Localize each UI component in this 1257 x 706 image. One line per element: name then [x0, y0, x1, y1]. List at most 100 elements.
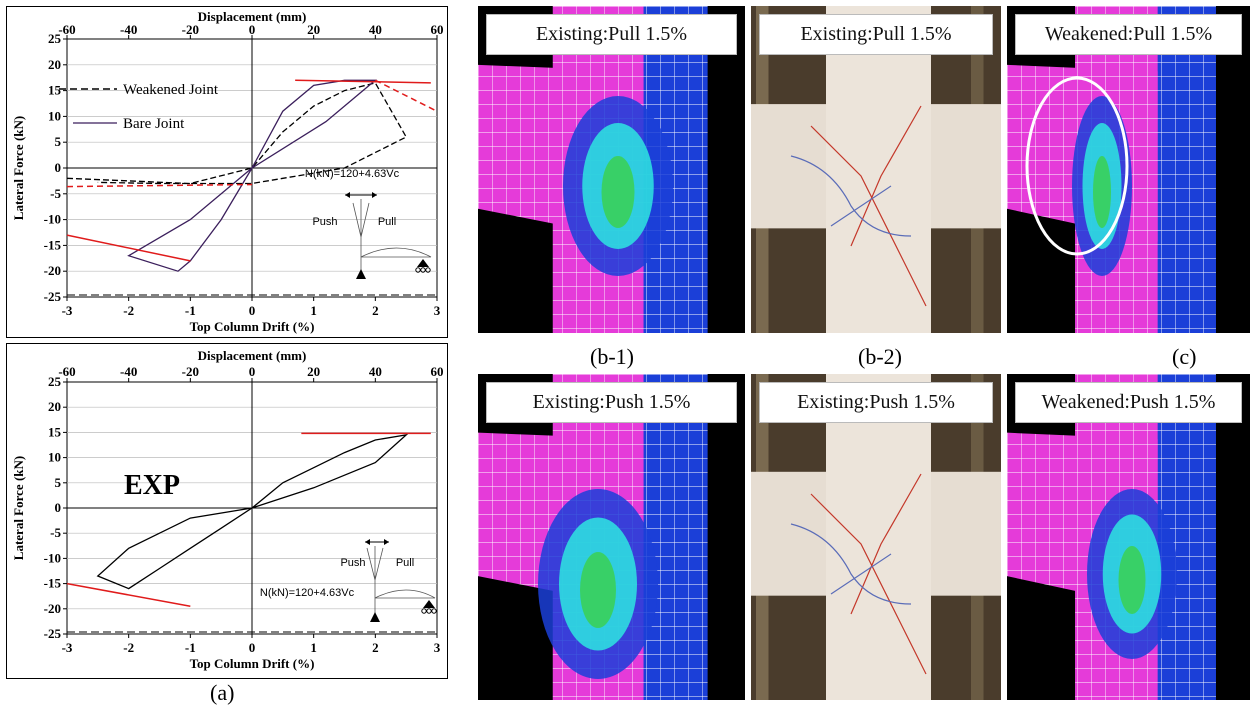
top-hysteresis-chart: Displacement (mm) -60 -40 -20 0 20 40 60 25 20 15 1… — [6, 6, 448, 338]
roller — [415, 267, 421, 273]
caption-a: (a) — [210, 680, 235, 705]
y-tick-label: -20 — [44, 601, 61, 616]
top-tick-label: 40 — [369, 22, 382, 37]
x-tick-label: 3 — [434, 640, 441, 655]
x-tick-label: 1 — [310, 640, 317, 655]
top-tick-label: 60 — [431, 22, 444, 37]
arrowheads — [365, 539, 389, 545]
damage-contour — [538, 489, 658, 679]
top-tick-label: 20 — [307, 22, 320, 37]
joint-sketch — [352, 199, 432, 277]
roller-support — [423, 600, 435, 608]
top-axis-title: Displacement (mm) — [198, 9, 307, 24]
photo-existing-push-specimen: Existing:Push 1.5% — [751, 374, 1001, 700]
red-envelope-line — [295, 79, 431, 84]
column — [826, 6, 931, 333]
axial-load-annotation: N(kN)=120+4.63Vc — [260, 587, 355, 599]
y-tick-label: 5 — [55, 475, 62, 490]
top-tick-label: 20 — [307, 364, 320, 379]
column-side — [1147, 6, 1216, 333]
y-tick-label: -10 — [44, 212, 61, 227]
column — [826, 374, 931, 700]
y-tick-label: 25 — [48, 31, 62, 46]
y-axis-title: Lateral Force (kN) — [11, 116, 26, 220]
y-tick-label: 5 — [55, 134, 62, 149]
x-tick-label: 3 — [434, 303, 441, 318]
series-line — [96, 433, 409, 590]
red-envelope-line — [374, 79, 438, 112]
top-tick-label: 40 — [369, 364, 382, 379]
x-tick-label: 0 — [249, 303, 256, 318]
push-label: Push — [340, 557, 365, 569]
roller — [426, 608, 432, 614]
y-tick-label: -15 — [44, 576, 62, 591]
x-tick-label: 0 — [249, 640, 256, 655]
bottom-chart-svg: Displacement (mm)-60 -40 -20 0 20 40 602520151… — [11, 348, 444, 671]
joint-sketch — [366, 546, 436, 622]
photo-weakened-push-fem: Weakened:Push 1.5% — [1007, 374, 1250, 700]
y-axis-title: Lateral Force (kN) — [11, 456, 26, 560]
roller — [421, 608, 427, 614]
y-tick-label: 20 — [48, 399, 61, 414]
x-tick-label: -2 — [123, 640, 134, 655]
roller — [431, 608, 437, 614]
roller — [420, 267, 426, 273]
series-line — [66, 82, 408, 185]
exp-label: EXP — [124, 470, 180, 501]
legend-label-weakened: Weakened Joint — [123, 82, 219, 98]
fem-contour-image — [478, 374, 745, 700]
y-tick-label: 0 — [55, 500, 62, 515]
x-axis-title: Top Column Drift (%) — [190, 656, 315, 671]
y-tick-label: -25 — [44, 626, 62, 641]
photo-label: Existing:Push 1.5% — [759, 382, 993, 423]
y-tick-label: 25 — [48, 374, 62, 389]
photo-label: Existing:Pull 1.5% — [759, 14, 993, 55]
specimen-photo — [751, 6, 1001, 333]
x-tick-label: -3 — [62, 640, 73, 655]
y-tick-label: -15 — [44, 237, 62, 252]
photo-label: Existing:Push 1.5% — [486, 382, 737, 423]
top-tick-label: -40 — [120, 364, 137, 379]
y-tick-label: -10 — [44, 550, 61, 565]
bottom-hysteresis-chart: Displacement (mm) -60 -40 -20 0 20 40 60 25 20 15 1… — [6, 343, 448, 679]
y-tick-label: 15 — [48, 424, 62, 439]
top-tick-label: 0 — [249, 22, 256, 37]
top-tick-label: -20 — [182, 364, 199, 379]
pull-label: Pull — [378, 216, 396, 228]
crack-pattern — [790, 105, 927, 307]
pull-label: Pull — [396, 557, 414, 569]
x-tick-label: 1 — [310, 303, 317, 318]
red-envelope-line — [66, 234, 191, 262]
crack-pattern — [790, 473, 927, 675]
pin-support — [356, 269, 366, 279]
photo-label: Weakened:Pull 1.5% — [1015, 14, 1242, 55]
photo-label: Weakened:Push 1.5% — [1015, 382, 1242, 423]
x-axis-title: Top Column Drift (%) — [190, 319, 315, 334]
photo-existing-pull-fem: Existing:Pull 1.5% — [478, 6, 745, 333]
damage-contour — [1072, 96, 1132, 276]
fem-contour-image — [478, 6, 745, 333]
x-tick-label: -3 — [62, 303, 73, 318]
y-tick-label: -5 — [50, 525, 61, 540]
y-tick-label: 15 — [48, 83, 62, 98]
red-envelope-line — [66, 582, 191, 608]
y-tick-label: -20 — [44, 263, 61, 278]
photo-existing-push-fem: Existing:Push 1.5% — [478, 374, 745, 700]
photo-existing-pull-specimen: Existing:Pull 1.5% — [751, 6, 1001, 333]
top-tick-label: 60 — [431, 364, 444, 379]
roller-support — [417, 259, 429, 267]
top-tick-label: -40 — [120, 22, 137, 37]
legend-label-bare: Bare Joint — [123, 116, 185, 132]
top-chart-svg: Displacement (mm)-60 -40 -20 0 20 40 602520151… — [11, 9, 444, 334]
caption-b1: (b-1) — [590, 344, 634, 369]
top-tick-label: 0 — [249, 364, 256, 379]
red-envelope-line — [66, 183, 253, 188]
photo-label: Existing:Pull 1.5% — [486, 14, 737, 55]
y-tick-label: -5 — [50, 186, 61, 201]
photo-weakened-pull-fem: Weakened:Pull 1.5% — [1007, 6, 1250, 333]
x-tick-label: -1 — [185, 303, 196, 318]
series-line — [127, 79, 378, 272]
push-label: Push — [312, 216, 337, 228]
damage-contour — [1087, 489, 1177, 659]
x-tick-label: -1 — [185, 640, 196, 655]
